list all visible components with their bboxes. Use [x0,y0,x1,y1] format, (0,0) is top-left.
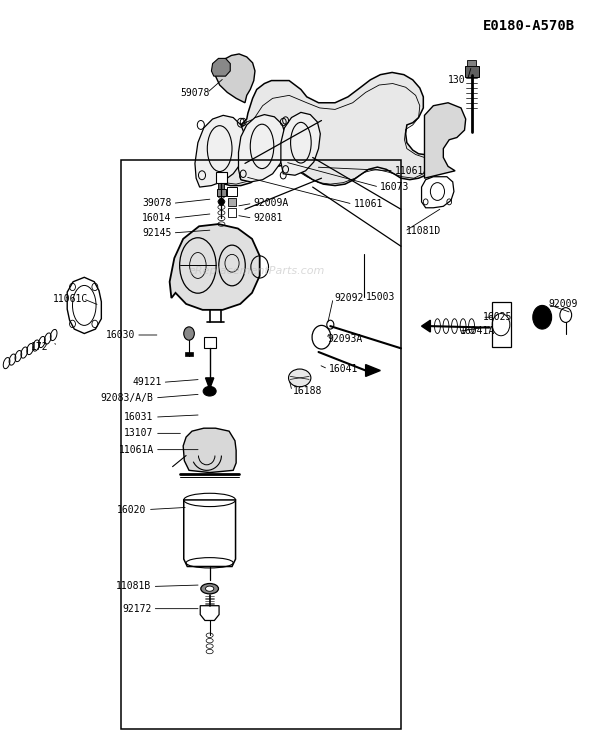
Polygon shape [183,428,236,473]
Polygon shape [211,59,230,76]
Polygon shape [170,224,260,310]
Text: 16188: 16188 [293,386,323,396]
Text: 92093A: 92093A [327,333,363,344]
Text: 59078: 59078 [181,88,209,98]
Polygon shape [205,378,214,389]
Text: 11061: 11061 [395,166,424,176]
Text: 11061A: 11061A [119,445,154,455]
Ellipse shape [201,583,218,594]
Text: 92009: 92009 [548,299,578,309]
Bar [215,172,227,183]
Text: 92092: 92092 [335,293,364,303]
Bar [218,182,224,188]
Bar [467,60,476,66]
Bar [185,352,193,356]
Bar [464,66,478,77]
Text: 11061: 11061 [354,199,384,209]
Ellipse shape [203,386,216,396]
Polygon shape [238,115,286,182]
Ellipse shape [289,369,311,387]
Bar [227,187,237,196]
Polygon shape [204,73,431,185]
Polygon shape [281,113,320,175]
Text: 172: 172 [31,342,49,352]
Text: 16041: 16041 [329,364,359,374]
Circle shape [218,198,224,205]
Text: 16030: 16030 [106,330,135,340]
Polygon shape [195,116,245,187]
Text: 16031: 16031 [124,412,154,422]
Text: 11081D: 11081D [406,227,441,236]
Circle shape [533,305,552,329]
Text: 16041A: 16041A [460,326,495,336]
Polygon shape [424,103,466,178]
Polygon shape [421,320,430,332]
Text: 92081: 92081 [254,213,283,223]
Circle shape [183,327,194,340]
Text: 15003: 15003 [366,291,395,302]
Text: 130: 130 [448,75,466,84]
Polygon shape [215,54,255,103]
Text: 16073: 16073 [381,182,409,192]
Text: 92145: 92145 [142,228,171,238]
Text: 49121: 49121 [132,377,162,388]
Polygon shape [366,365,381,376]
Bar [217,188,226,196]
Text: 92083/A/B: 92083/A/B [101,393,154,403]
Bar [228,198,235,205]
Polygon shape [200,605,219,620]
Bar [122,160,401,729]
Text: 16014: 16014 [142,213,171,223]
Text: 16020: 16020 [117,505,147,514]
Text: 16025: 16025 [483,312,513,322]
Text: 11081B: 11081B [116,582,152,591]
Bar [228,207,235,216]
Ellipse shape [205,586,214,591]
Text: 39078: 39078 [142,199,171,208]
Text: E0180-A570B: E0180-A570B [483,19,575,33]
Text: 13107: 13107 [124,428,154,439]
Text: 92009A: 92009A [254,199,289,208]
Text: 11061C: 11061C [53,293,88,304]
Text: eReplacementParts.com: eReplacementParts.com [189,266,325,276]
Bar [204,337,215,348]
Text: 92172: 92172 [122,604,152,614]
